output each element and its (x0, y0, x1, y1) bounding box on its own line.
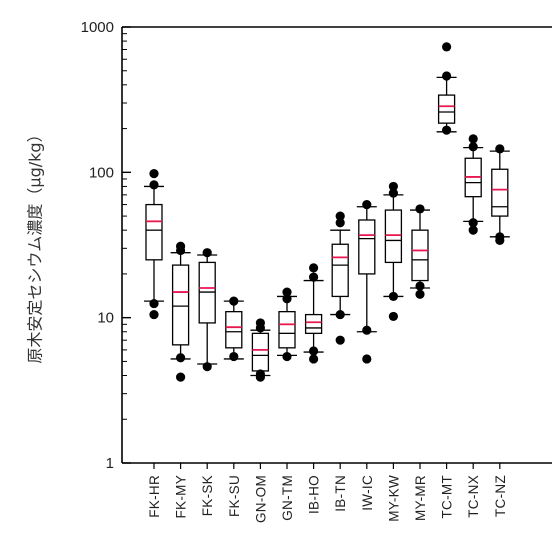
iqr-box (225, 311, 243, 349)
outlier-point (415, 204, 425, 214)
outlier-point (415, 289, 425, 299)
iqr-box (171, 264, 190, 346)
x-tick-label: IB-HO (307, 475, 322, 514)
outlier-point (176, 353, 186, 363)
box-iw-ic (356, 199, 377, 364)
outlier-point (388, 188, 398, 198)
iqr-box (411, 229, 429, 282)
outlier-point (229, 351, 239, 362)
y-axis-label: 原木安定セシウム濃度（µg/kg） (26, 126, 45, 363)
box-tc-nz (489, 144, 510, 246)
outlier-point (468, 134, 478, 144)
outlier-point (362, 199, 372, 210)
x-tick-label: IW-IC (360, 475, 375, 511)
outlier-point (362, 325, 372, 335)
outlier-point (388, 291, 398, 302)
outlier-point (442, 125, 452, 135)
outlier-point (149, 298, 159, 309)
box-fk-my (170, 241, 191, 382)
outlier-point (442, 71, 452, 81)
iqr-box (384, 209, 403, 264)
x-tick-label: GN-OM (253, 475, 268, 523)
boxes (144, 42, 510, 382)
iqr-box (304, 313, 323, 334)
outlier-point (388, 311, 398, 322)
axes (121, 26, 552, 464)
outlier-point (149, 169, 159, 179)
outlier-point (335, 218, 345, 228)
outlier-point (388, 181, 398, 192)
x-tick-label: TC-NZ (493, 475, 508, 517)
x-tick-label: GN-TM (280, 475, 295, 521)
outlier-point (415, 281, 425, 291)
outlier-point (495, 144, 505, 154)
x-tick-label: FK-SU (227, 475, 242, 517)
outlier-point (309, 272, 319, 282)
iqr-box (145, 203, 163, 261)
box-tc-nx (463, 134, 484, 235)
iqr-box (358, 219, 376, 275)
outlier-point (176, 372, 186, 382)
outlier-point (282, 294, 292, 304)
outlier-point (255, 369, 265, 379)
iqr-box (437, 94, 456, 124)
outlier-point (309, 263, 319, 273)
outlier-point (202, 362, 212, 372)
box-fk-sk (197, 248, 218, 372)
outlier-point (335, 309, 345, 320)
outlier-point (468, 225, 478, 235)
outlier-point (202, 248, 212, 258)
y-tick-label: 10 (97, 310, 114, 327)
outlier-point (335, 211, 345, 221)
outlier-point (309, 354, 319, 364)
x-tick-labels: FK-HR FK-MY FK-SK FK-SU GN-OM GN-TM IB-HO IB-TN… (147, 463, 508, 523)
y-tick-label: 100 (89, 164, 114, 181)
outlier-point (495, 232, 505, 242)
outlier-point (282, 351, 292, 362)
outlier-point (362, 354, 372, 364)
y-axis-label-group: 原木安定セシウム濃度（µg/kg） (26, 126, 45, 363)
outlier-point (149, 180, 159, 190)
x-tick-label: FK-SK (200, 475, 215, 516)
box-gn-om (250, 318, 271, 382)
x-tick-label: FK-MY (174, 475, 189, 519)
outlier-point (255, 318, 265, 328)
outlier-point (176, 241, 186, 251)
box-tc-mt (436, 42, 457, 135)
box-fk-hr (144, 169, 164, 320)
outlier-point (468, 218, 478, 228)
box-my-kw (383, 181, 404, 322)
x-tick-label: FK-HR (147, 475, 162, 518)
outlier-point (442, 42, 452, 52)
outlier-point (229, 296, 239, 306)
outlier-point (309, 346, 319, 356)
iqr-box (331, 243, 349, 298)
outlier-point (149, 309, 159, 320)
iqr-box (278, 311, 296, 349)
outlier-point (468, 142, 478, 152)
y-ticks: 1 10 100 1000 (81, 19, 131, 472)
x-tick-label: IB-TN (333, 475, 348, 512)
y-tick-label: 1000 (81, 19, 114, 36)
box-ib-ho (303, 263, 324, 364)
box-gn-tm (277, 287, 297, 362)
x-tick-label: TC-NX (466, 475, 481, 518)
x-tick-label: MY-KW (386, 475, 401, 522)
iqr-box (251, 332, 270, 372)
x-tick-label: TC-MT (440, 475, 455, 518)
box-ib-tn (330, 211, 351, 345)
box-my-mr (410, 204, 430, 299)
x-tick-label: MY-MR (413, 475, 428, 521)
box-fk-su (223, 296, 244, 362)
iqr-box (491, 168, 509, 217)
outlier-point (282, 287, 292, 297)
y-tick-label: 1 (106, 455, 114, 472)
outlier-point (335, 335, 345, 345)
